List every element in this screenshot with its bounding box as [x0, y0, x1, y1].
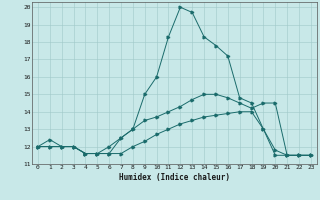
- X-axis label: Humidex (Indice chaleur): Humidex (Indice chaleur): [119, 173, 230, 182]
